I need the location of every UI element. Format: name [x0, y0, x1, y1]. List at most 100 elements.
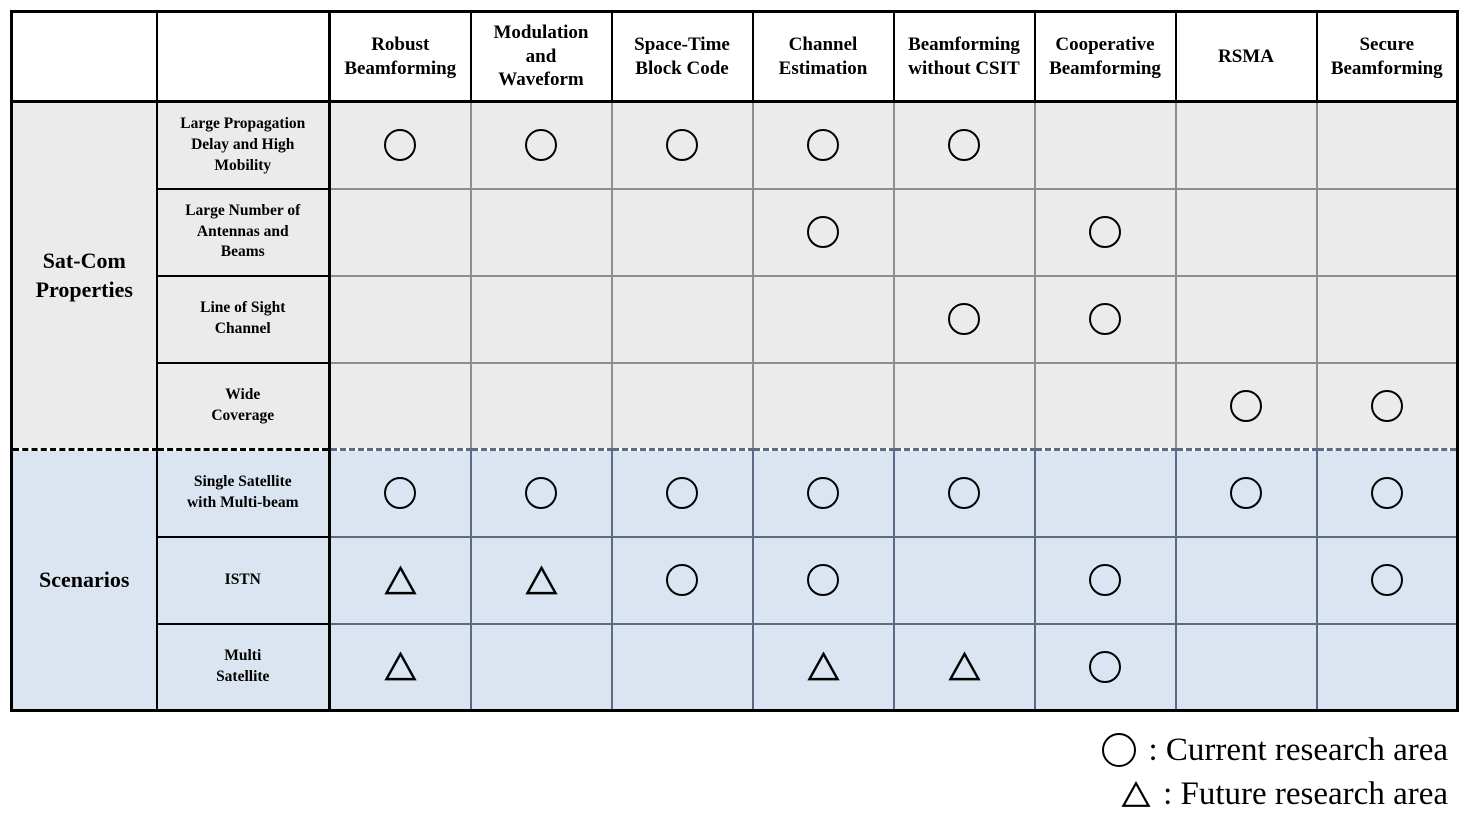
row-label: Wide Coverage — [155, 361, 331, 451]
legend-current-label: : Current research area — [1148, 731, 1448, 768]
matrix-cell — [892, 622, 1036, 712]
current-research-icon — [525, 477, 557, 510]
matrix-cell — [1315, 187, 1459, 277]
column-header: Beamforming without CSIT — [892, 10, 1036, 103]
current-research-icon — [1089, 303, 1121, 335]
current-research-icon — [666, 129, 698, 162]
legend-current-row: : Current research area — [0, 728, 1448, 772]
matrix-cell — [1315, 622, 1459, 712]
current-research-icon — [948, 477, 980, 510]
current-research-icon — [666, 477, 698, 510]
matrix-cell — [1033, 535, 1177, 625]
matrix-cell — [469, 100, 613, 190]
matrix-cell — [1315, 535, 1459, 625]
matrix-cell — [1174, 535, 1318, 625]
matrix-cell — [892, 535, 1036, 625]
future-research-icon — [947, 651, 981, 682]
current-research-icon — [1089, 650, 1121, 683]
corner-cell — [10, 10, 158, 103]
current-research-icon — [807, 564, 839, 596]
legend-future-label: : Future research area — [1163, 775, 1448, 812]
matrix-cell — [1033, 448, 1177, 538]
row-label: ISTN — [155, 535, 331, 625]
column-header: Modulation and Waveform — [469, 10, 613, 103]
group-label-properties: Sat-Com Properties — [10, 100, 158, 451]
matrix-cell — [328, 100, 472, 190]
table-row: Wide Coverage — [12, 361, 1459, 451]
matrix-cell — [610, 274, 754, 364]
current-research-icon — [384, 477, 417, 510]
current-research-icon — [948, 129, 980, 162]
matrix-cell — [328, 361, 472, 451]
matrix-cell — [328, 448, 472, 538]
future-research-icon — [1121, 780, 1151, 808]
row-label: Large Number of Antennas and Beams — [155, 187, 331, 277]
column-header: Channel Estimation — [751, 10, 895, 103]
table-row: Sat-Com Properties Large Propagation Dela… — [10, 100, 1459, 451]
current-research-icon — [1089, 216, 1121, 248]
matrix-cell — [751, 361, 895, 451]
matrix-cell — [610, 448, 754, 538]
future-research-icon — [384, 564, 417, 596]
matrix-cell — [751, 274, 895, 364]
matrix-cell — [1174, 100, 1318, 190]
current-research-icon — [1089, 564, 1121, 596]
matrix-cell — [892, 187, 1036, 277]
matrix-cell — [610, 622, 754, 712]
row-label: Single Satellite with Multi-beam — [155, 448, 331, 538]
matrix-cell — [469, 361, 613, 451]
matrix-cell — [1033, 361, 1177, 451]
matrix-cell — [328, 622, 472, 712]
current-research-icon — [807, 216, 839, 248]
current-research-icon — [807, 129, 839, 162]
matrix-cell — [1315, 448, 1459, 538]
column-header: RSMA — [1174, 10, 1318, 103]
matrix-cell — [610, 187, 754, 277]
matrix-cell — [1033, 274, 1177, 364]
table-row: Large Number of Antennas and Beams — [12, 187, 1459, 277]
matrix-cell — [469, 535, 613, 625]
matrix-cell — [1033, 622, 1177, 712]
matrix-cell — [1174, 187, 1318, 277]
corner-cell — [155, 10, 331, 103]
current-research-icon — [384, 129, 417, 162]
matrix-cell — [892, 448, 1036, 538]
matrix-cell — [751, 535, 895, 625]
current-research-icon — [1370, 477, 1403, 510]
current-research-icon — [948, 303, 980, 335]
legend: : Current research area : Future researc… — [0, 728, 1448, 816]
row-label: Line of Sight Channel — [155, 274, 331, 364]
matrix-cell — [1315, 100, 1459, 190]
future-research-icon — [384, 651, 417, 682]
matrix-cell — [328, 535, 472, 625]
row-label: Large Propagation Delay and High Mobilit… — [155, 100, 331, 190]
legend-future-row: : Future research area — [0, 772, 1448, 816]
research-matrix-table: Robust Beamforming Modulation and Wavefor… — [10, 10, 1459, 712]
matrix-cell — [610, 100, 754, 190]
current-research-icon — [1370, 389, 1403, 422]
matrix-cell — [610, 535, 754, 625]
matrix-cell — [1174, 448, 1318, 538]
matrix-cell — [1315, 361, 1459, 451]
matrix-cell — [751, 100, 895, 190]
current-research-icon — [1370, 564, 1403, 596]
column-header: Robust Beamforming — [328, 10, 472, 103]
current-research-icon — [1102, 733, 1137, 767]
matrix-cell — [469, 622, 613, 712]
matrix-cell — [328, 274, 472, 364]
current-research-icon — [807, 477, 839, 510]
matrix-cell — [1174, 361, 1318, 451]
table-row: Line of Sight Channel — [12, 274, 1459, 364]
matrix-cell — [751, 187, 895, 277]
row-label: Multi Satellite — [155, 622, 331, 712]
matrix-cell — [469, 448, 613, 538]
matrix-cell — [328, 187, 472, 277]
table-row: Scenarios Single Satellite with Multi-bea… — [10, 448, 1459, 712]
table-row: ISTN — [12, 535, 1459, 625]
group-label-scenarios: Scenarios — [10, 448, 158, 712]
matrix-cell — [892, 100, 1036, 190]
matrix-cell — [469, 274, 613, 364]
matrix-cell — [1315, 274, 1459, 364]
matrix-cell — [1033, 187, 1177, 277]
future-research-icon — [806, 651, 840, 682]
